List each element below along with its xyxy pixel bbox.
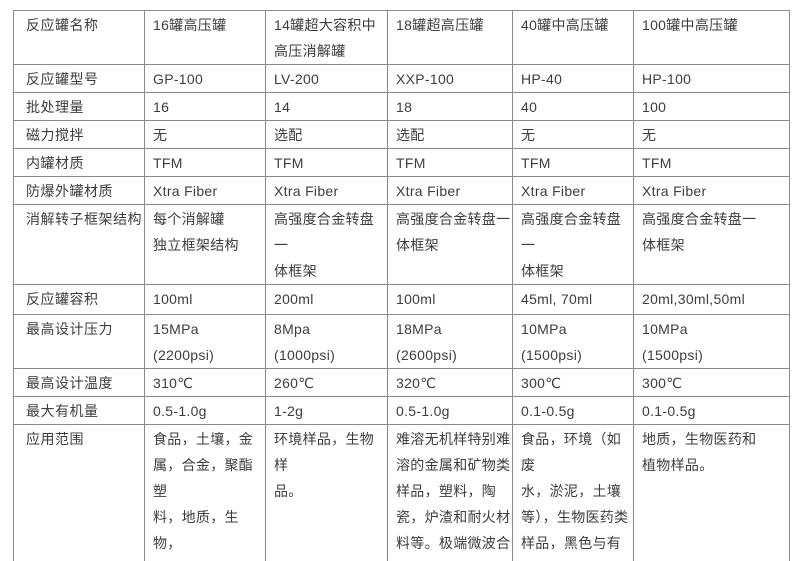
- table-cell: TFM: [144, 148, 266, 177]
- table-row-rotor-frame-structure: 消解转子框架结构 每个消解罐 独立框架结构 高强度合金转盘一 体框架 高强度合金…: [13, 204, 790, 285]
- table-cell: Xtra Fiber: [633, 176, 790, 205]
- row-label-model: 反应罐型号: [13, 64, 145, 93]
- table-cell: 100罐中高压罐: [633, 10, 790, 65]
- table-cell: 每个消解罐 独立框架结构: [144, 204, 266, 285]
- table-cell: 地质，生物医药和 植物样品。: [633, 424, 790, 561]
- table-cell: 45ml, 70ml: [512, 284, 634, 315]
- table-cell: 100ml: [387, 284, 513, 315]
- table-cell: 高强度合金转盘一 体框架: [265, 204, 388, 285]
- table-cell: 食品，土壤，金 属，合金，聚酯塑 料，地质，生物， 化妆品，农产品， 半导体。: [144, 424, 266, 561]
- table-cell: 200ml: [265, 284, 388, 315]
- table-cell: 难溶无机样特别难 溶的金属和矿物类 样品，塑料，陶 瓷，炉渣和耐火材 料等。极端…: [387, 424, 513, 561]
- table-cell: 0.5-1.0g: [144, 396, 266, 425]
- table-cell: 15MPa (2200psi): [144, 314, 266, 369]
- table-cell: TFM: [512, 148, 634, 177]
- table-row-max-design-temperature: 最高设计温度 310℃ 260℃ 320℃ 300℃ 300℃: [13, 368, 790, 397]
- table-cell: 310℃: [144, 368, 266, 397]
- table-cell: 环境样品，生物样 品。: [265, 424, 388, 561]
- table-row-max-organic-amount: 最大有机量 0.5-1.0g 1-2g 0.5-1.0g 0.1-0.5g 0.…: [13, 396, 790, 425]
- table-cell: 300℃: [633, 368, 790, 397]
- row-label-vessel-name: 反应罐名称: [13, 10, 145, 65]
- table-row-vessel-name: 反应罐名称 16罐高压罐 14罐超大容积中 高压消解罐 18罐超高压罐 40罐中…: [13, 10, 790, 65]
- table-cell: 无: [633, 120, 790, 149]
- row-label-vessel-volume: 反应罐容积: [13, 284, 145, 315]
- table-cell: 1-2g: [265, 396, 388, 425]
- table-cell: Xtra Fiber: [387, 176, 513, 205]
- table-cell: Xtra Fiber: [512, 176, 634, 205]
- table-cell: 16罐高压罐: [144, 10, 266, 65]
- table-cell: 260℃: [265, 368, 388, 397]
- table-row-max-design-pressure: 最高设计压力 15MPa (2200psi) 8Mpa (1000psi) 18…: [13, 314, 790, 369]
- row-label-application-range: 应用范围: [13, 424, 145, 561]
- table-cell: 40: [512, 92, 634, 121]
- table-row-vessel-volume: 反应罐容积 100ml 200ml 100ml 45ml, 70ml 20ml,…: [13, 284, 790, 315]
- row-label-max-design-temperature: 最高设计温度: [13, 368, 145, 397]
- table-cell: 无: [144, 120, 266, 149]
- row-label-rotor-frame-structure: 消解转子框架结构: [13, 204, 145, 285]
- table-cell: 选配: [387, 120, 513, 149]
- table-cell: 20ml,30ml,50ml: [633, 284, 790, 315]
- table-cell: 16: [144, 92, 266, 121]
- table-cell: 无: [512, 120, 634, 149]
- table-cell: 选配: [265, 120, 388, 149]
- table-cell: 0.5-1.0g: [387, 396, 513, 425]
- row-label-max-organic-amount: 最大有机量: [13, 396, 145, 425]
- row-label-inner-vessel-material: 内罐材质: [13, 148, 145, 177]
- table-cell: 食品，环境（如废 水，淤泥，土壤 等），生物医药类 样品，黑色与有色 金属。: [512, 424, 634, 561]
- table-cell: TFM: [387, 148, 513, 177]
- table-cell: 100: [633, 92, 790, 121]
- table-cell: 100ml: [144, 284, 266, 315]
- table-cell: 14: [265, 92, 388, 121]
- table-cell: XXP-100: [387, 64, 513, 93]
- table-cell: TFM: [265, 148, 388, 177]
- table-cell: 18MPa (2600psi): [387, 314, 513, 369]
- table-cell: 0.1-0.5g: [633, 396, 790, 425]
- table-cell: HP-40: [512, 64, 634, 93]
- table-cell: 高强度合金转盘一 体框架: [387, 204, 513, 285]
- table-cell: 14罐超大容积中 高压消解罐: [265, 10, 388, 65]
- row-label-batch-capacity: 批处理量: [13, 92, 145, 121]
- row-label-magnetic-stirring: 磁力搅拌: [13, 120, 145, 149]
- table-cell: GP-100: [144, 64, 266, 93]
- table-cell: 高强度合金转盘一 体框架: [633, 204, 790, 285]
- table-cell: Xtra Fiber: [265, 176, 388, 205]
- table-cell: 300℃: [512, 368, 634, 397]
- table-cell: 40罐中高压罐: [512, 10, 634, 65]
- table-row-outer-vessel-material: 防爆外罐材质 Xtra Fiber Xtra Fiber Xtra Fiber …: [13, 176, 790, 205]
- table-cell: TFM: [633, 148, 790, 177]
- table-cell: Xtra Fiber: [144, 176, 266, 205]
- table-cell: HP-100: [633, 64, 790, 93]
- table-cell: 18: [387, 92, 513, 121]
- row-label-max-design-pressure: 最高设计压力: [13, 314, 145, 369]
- vessel-spec-page: 反应罐名称 16罐高压罐 14罐超大容积中 高压消解罐 18罐超高压罐 40罐中…: [0, 10, 800, 561]
- table-cell: 高强度合金转盘一 体框架: [512, 204, 634, 285]
- table-cell: LV-200: [265, 64, 388, 93]
- table-row-application-range: 应用范围 食品，土壤，金 属，合金，聚酯塑 料，地质，生物， 化妆品，农产品， …: [13, 424, 790, 561]
- table-cell: 10MPa (1500psi): [633, 314, 790, 369]
- table-cell: 0.1-0.5g: [512, 396, 634, 425]
- row-label-outer-vessel-material: 防爆外罐材质: [13, 176, 145, 205]
- table-cell: 8Mpa (1000psi): [265, 314, 388, 369]
- table-row-model: 反应罐型号 GP-100 LV-200 XXP-100 HP-40 HP-100: [13, 64, 790, 93]
- table-cell: 320℃: [387, 368, 513, 397]
- table-row-batch-capacity: 批处理量 16 14 18 40 100: [13, 92, 790, 121]
- table-cell: 10MPa (1500psi): [512, 314, 634, 369]
- table-row-inner-vessel-material: 内罐材质 TFM TFM TFM TFM TFM: [13, 148, 790, 177]
- table-row-magnetic-stirring: 磁力搅拌 无 选配 选配 无 无: [13, 120, 790, 149]
- vessel-spec-table: 反应罐名称 16罐高压罐 14罐超大容积中 高压消解罐 18罐超高压罐 40罐中…: [13, 10, 790, 561]
- table-cell: 18罐超高压罐: [387, 10, 513, 65]
